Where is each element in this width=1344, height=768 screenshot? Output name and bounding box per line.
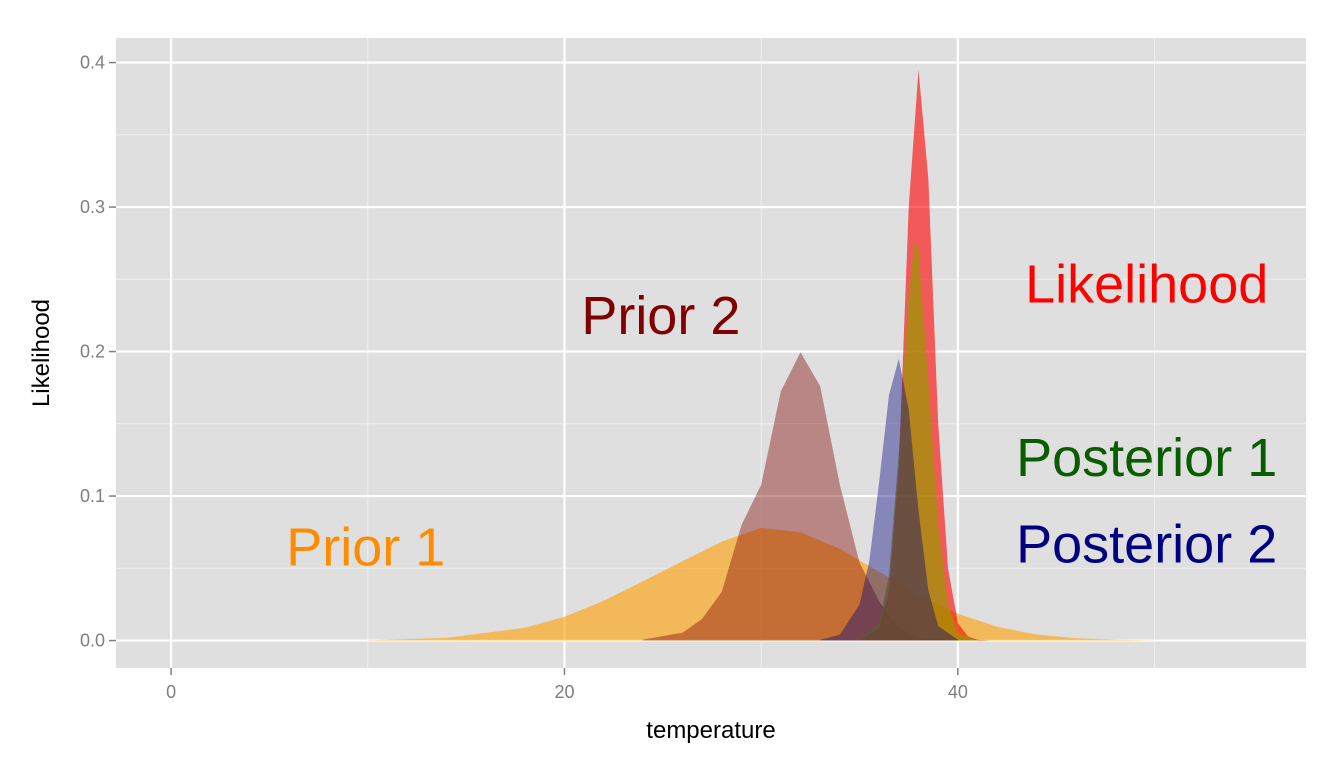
y-axis-title: Likelihood	[28, 299, 55, 407]
x-axis-title: temperature	[646, 717, 775, 744]
annotation-posterior-1: Posterior 1	[1016, 428, 1277, 488]
x-tick-label: 40	[948, 682, 968, 702]
grid-lines	[116, 38, 1306, 668]
annotation-prior-1: Prior 1	[286, 517, 445, 577]
density-areas	[367, 69, 1155, 641]
annotation-likelihood: Likelihood	[1025, 254, 1268, 314]
x-axis: 0 20 40	[166, 668, 968, 702]
series-annotations: Prior 1 Prior 2 Likelihood Posterior 1 Poste…	[286, 254, 1277, 577]
density-area-prior-2	[643, 352, 958, 641]
annotation-prior-2: Prior 2	[581, 286, 740, 346]
density-area-posterior-1	[859, 241, 978, 641]
y-tick-label: 0.1	[80, 486, 105, 506]
density-area-posterior-2	[820, 358, 958, 641]
annotation-posterior-2: Posterior 2	[1016, 515, 1277, 575]
x-tick-label: 20	[554, 682, 574, 702]
x-tick-label: 0	[166, 682, 176, 702]
y-tick-label: 0.3	[80, 197, 105, 217]
y-tick-label: 0.0	[80, 631, 105, 651]
y-axis: 0.0 0.1 0.2 0.3 0.4	[80, 53, 116, 651]
density-area-prior-1	[367, 527, 1155, 641]
y-tick-label: 0.4	[80, 53, 105, 73]
y-tick-label: 0.2	[80, 342, 105, 362]
